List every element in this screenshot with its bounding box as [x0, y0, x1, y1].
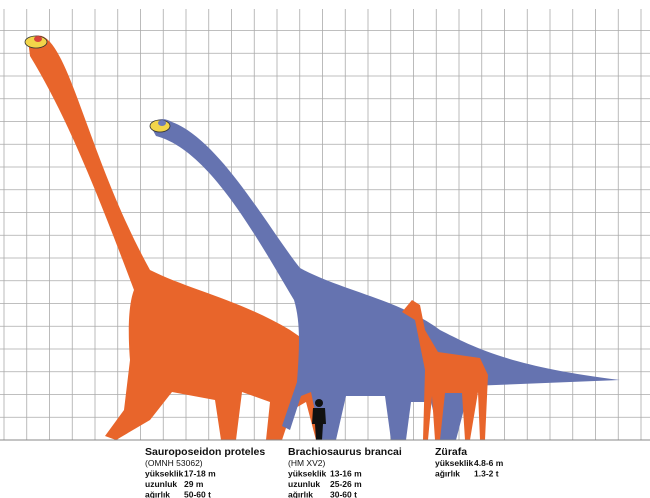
specimen: (OMNH 53062): [145, 458, 203, 468]
stat-value: 30-60 t: [330, 490, 357, 498]
labels: Sauroposeidon proteles(OMNH 53062)yüksek…: [145, 446, 504, 498]
sauroposeidon-silhouette: [28, 35, 420, 441]
stat-value: 4.8-6 m: [474, 458, 504, 468]
stat-label: yükseklik: [288, 469, 327, 479]
stat-label: ağırlık: [435, 469, 460, 479]
head-marking: [158, 120, 166, 126]
stat-label: ağırlık: [145, 490, 170, 498]
stat-value: 13-16 m: [330, 469, 362, 479]
head-marking: [34, 36, 42, 42]
human-silhouette: [312, 408, 326, 440]
stat-value: 1.3-2 t: [474, 469, 499, 479]
stat-label: ağırlık: [288, 490, 313, 498]
animal-name: Brachiosaurus brancai: [288, 446, 402, 458]
stat-value: 17-18 m: [184, 469, 216, 479]
animal-name: Zürafa: [435, 446, 467, 458]
stat-value: 29 m: [184, 479, 204, 489]
brachiosaurus-silhouette: [150, 119, 620, 440]
human-head: [315, 399, 323, 407]
giraffe-silhouette: [402, 300, 488, 440]
stat-label: uzunluk: [288, 479, 320, 489]
specimen: (HM XV2): [288, 458, 325, 468]
stat-value: 25-26 m: [330, 479, 362, 489]
animal-name: Sauroposeidon proteles: [145, 446, 265, 458]
stat-value: 50-60 t: [184, 490, 211, 498]
stat-label: yükseklik: [435, 458, 474, 468]
stat-label: uzunluk: [145, 479, 177, 489]
stat-label: yükseklik: [145, 469, 184, 479]
